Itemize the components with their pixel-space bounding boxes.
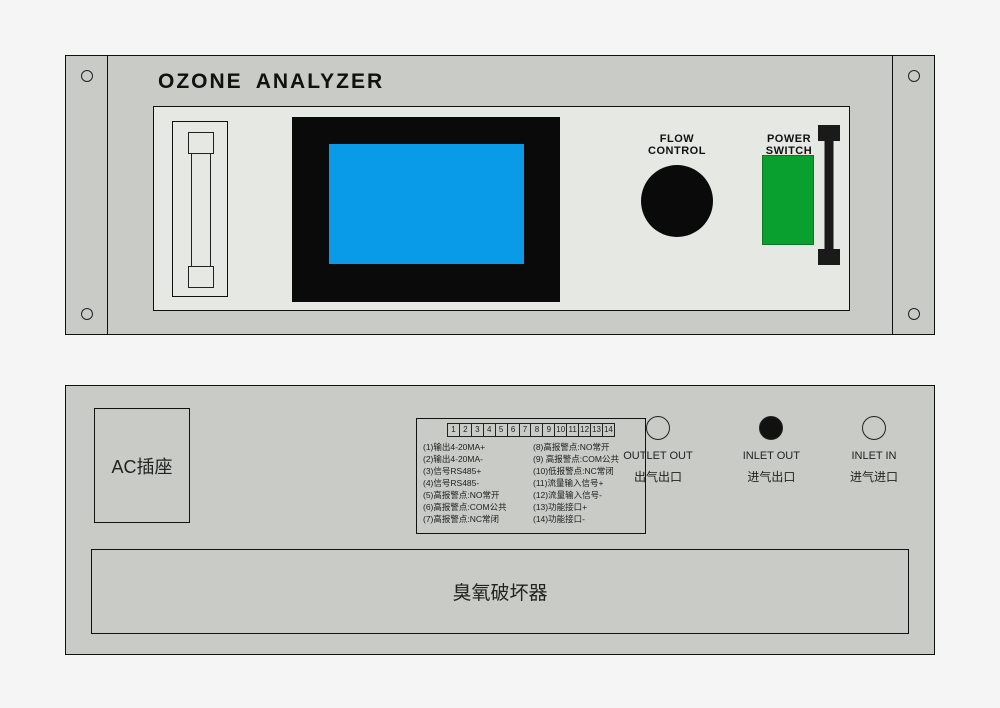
device-title: OZONE ANALYZER — [158, 70, 384, 94]
terminal-number: 7 — [520, 424, 532, 436]
terminal-card: 1234567891011121314 (1)输出4-20MA+(2)输出4-2… — [416, 418, 646, 534]
ac-socket[interactable]: AC插座 — [94, 408, 190, 523]
port-label-cn: 进气进口 — [850, 468, 898, 485]
flow-control-knob[interactable] — [641, 165, 713, 237]
terminal-number: 9 — [543, 424, 555, 436]
terminal-number: 13 — [591, 424, 603, 436]
front-main: OZONE ANALYZER FLOW CONTROL POWER SWITCH — [108, 56, 892, 334]
flow-meter-cap-top — [188, 132, 214, 154]
terminal-desc: (5)高报警点:NO常开 — [423, 489, 529, 501]
front-panel: OZONE ANALYZER FLOW CONTROL POWER SWITCH — [65, 55, 935, 335]
port-label-en: INLET IN — [851, 450, 896, 462]
terminal-number: 12 — [579, 424, 591, 436]
rack-ear-left — [66, 56, 108, 334]
terminal-desc: (2)输出4-20MA- — [423, 453, 529, 465]
terminal-number: 10 — [555, 424, 567, 436]
power-switch[interactable] — [762, 155, 814, 245]
handle-right[interactable] — [818, 125, 840, 265]
terminal-number: 4 — [484, 424, 496, 436]
terminal-number: 8 — [531, 424, 543, 436]
terminal-desc: (7)高报警点:NC常闭 — [423, 513, 529, 525]
port-connector-icon — [759, 416, 783, 440]
lcd-screen[interactable] — [329, 144, 524, 264]
flow-meter-slot — [172, 121, 228, 297]
rack-ear-right — [892, 56, 934, 334]
terminal-number: 6 — [508, 424, 520, 436]
terminal-left-column: (1)输出4-20MA+(2)输出4-20MA-(3)信号RS485+(4)信号… — [423, 441, 529, 525]
flow-meter-cap-bottom — [188, 266, 214, 288]
screw-hole — [81, 308, 93, 320]
port-label-cn: 进气出口 — [747, 468, 795, 485]
port-connector-icon — [646, 416, 670, 440]
port-group: OUTLET OUT 出气出口 INLET OUT 进气出口 INLET IN 进气进口 — [623, 416, 898, 485]
terminal-desc: (1)输出4-20MA+ — [423, 441, 529, 453]
back-panel: AC插座 1234567891011121314 (1)输出4-20MA+(2)… — [65, 385, 935, 655]
terminal-desc: (12)流量输入信号- — [533, 489, 639, 501]
port-connector-icon — [862, 416, 886, 440]
ozone-destroyer-label: 臭氧破坏器 — [452, 578, 547, 605]
port[interactable]: OUTLET OUT 出气出口 — [623, 416, 692, 485]
screw-hole — [908, 70, 920, 82]
port-label-en: INLET OUT — [743, 450, 800, 462]
lcd-bezel — [292, 117, 560, 302]
terminal-number-row: 1234567891011121314 — [447, 423, 615, 437]
control-area: FLOW CONTROL POWER SWITCH — [153, 106, 850, 311]
flow-control-label: FLOW CONTROL — [632, 133, 722, 157]
terminal-desc: (4)信号RS485- — [423, 477, 529, 489]
terminal-number: 5 — [496, 424, 508, 436]
terminal-number: 2 — [460, 424, 472, 436]
screw-hole — [908, 308, 920, 320]
ozone-destroyer-box: 臭氧破坏器 — [91, 549, 909, 634]
port-label-en: OUTLET OUT — [623, 450, 692, 462]
port-label-cn: 出气出口 — [634, 468, 682, 485]
terminal-desc: (6)高报警点:COM公共 — [423, 501, 529, 513]
terminal-description-columns: (1)输出4-20MA+(2)输出4-20MA-(3)信号RS485+(4)信号… — [423, 441, 639, 525]
terminal-desc: (14)功能接口- — [533, 513, 639, 525]
terminal-number: 14 — [603, 424, 614, 436]
screw-hole — [81, 70, 93, 82]
ac-socket-label: AC插座 — [111, 453, 172, 479]
port[interactable]: INLET IN 进气进口 — [850, 416, 898, 485]
flow-meter-track — [191, 132, 211, 288]
terminal-number: 1 — [448, 424, 460, 436]
terminal-desc: (3)信号RS485+ — [423, 465, 529, 477]
terminal-number: 3 — [472, 424, 484, 436]
port[interactable]: INLET OUT 进气出口 — [743, 416, 800, 485]
terminal-number: 11 — [567, 424, 579, 436]
terminal-desc: (13)功能接口+ — [533, 501, 639, 513]
